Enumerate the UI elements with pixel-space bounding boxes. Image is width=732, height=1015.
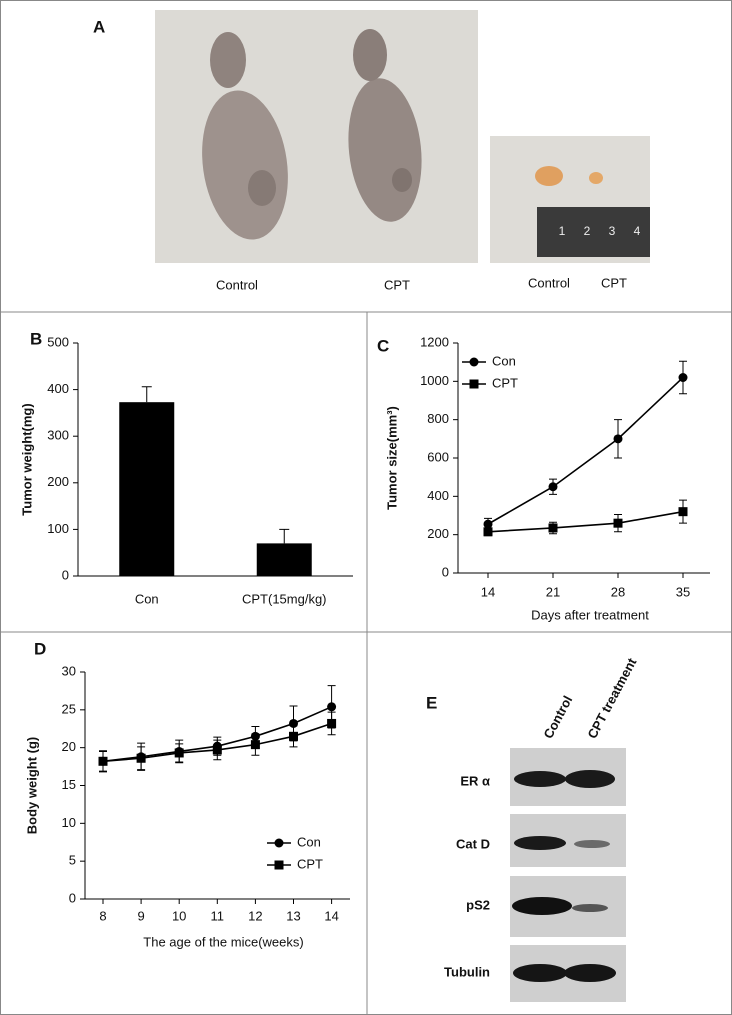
marker [327,718,337,728]
y-tick-label: 800 [427,411,449,426]
x-tick-label: 13 [286,908,300,923]
x-tick-label: 10 [172,908,186,923]
x-tick-label: CPT(15mg/kg) [242,591,327,606]
panel-label: E [426,693,437,712]
legend-marker [469,379,479,389]
x-tick-label: 14 [324,908,338,923]
ruler-label: 4 [634,224,641,238]
y-axis-label: Body weight (g) [24,737,39,835]
blot [510,748,626,1002]
caption: CPT [384,277,410,292]
marker [613,434,623,444]
x-tick-label: 8 [99,908,106,923]
marker [212,745,222,755]
legend-label: CPT [297,856,323,871]
column-header: Control [540,693,575,741]
marker [98,756,108,766]
y-tick-label: 0 [442,564,449,579]
y-tick-label: 15 [62,777,76,792]
legend-label: Con [492,353,516,368]
caption: CPT [601,275,627,290]
marker [289,731,298,741]
y-tick-label: 10 [62,815,76,830]
marker [250,740,260,750]
ruler-label: 2 [584,224,591,238]
panel-label: A [93,17,105,36]
error-bar [141,386,152,403]
x-tick-label: 9 [137,908,144,923]
row-label: ER α [460,773,490,788]
panel-label: D [34,639,46,658]
tumor-photo [490,136,650,263]
series-line [487,510,684,533]
x-tick-label: 12 [248,908,262,923]
x-axis-label: Days after treatment [531,607,649,622]
marker [613,518,623,528]
y-axis-label: Tumor size(mm³) [384,406,399,510]
ruler: 1 2 3 4 [559,224,641,238]
legend-marker [469,357,479,367]
y-tick-label: 5 [69,853,76,868]
marker [136,753,146,763]
x-tick-label: 35 [676,584,690,599]
legend-marker [274,838,284,848]
x-tick-label: Con [135,591,159,606]
caption: Control [528,275,570,290]
y-tick-label: 600 [427,449,449,464]
row-label: pS2 [466,897,490,912]
x-tick-label: 11 [211,908,225,923]
y-tick-label: 200 [47,474,69,489]
y-tick-label: 400 [427,488,449,503]
marker [483,519,493,529]
x-tick-label: 14 [481,584,495,599]
marker [678,507,688,517]
row-label: Cat D [456,836,490,851]
y-tick-label: 200 [427,526,449,541]
legend-label: CPT [492,375,518,390]
y-tick-label: 1200 [420,334,449,349]
panel-label: C [377,336,389,355]
x-axis-label: The age of the mice(weeks) [143,934,303,949]
x-tick-label: 21 [546,584,560,599]
marker [174,748,184,758]
marker [327,702,337,712]
marker [548,482,558,492]
mouse-photo [155,10,478,263]
bar [256,543,312,576]
y-tick-label: 20 [62,739,76,754]
y-tick-label: 1000 [420,373,449,388]
panel-label: B [30,329,42,348]
error-bar [279,528,290,544]
x-tick-label: 28 [611,584,625,599]
y-tick-label: 0 [69,890,76,905]
y-tick-label: 100 [47,521,69,536]
caption: Control [216,277,258,292]
series-line [487,376,684,525]
marker [483,527,493,537]
legend-marker [274,860,284,870]
y-axis-label: Tumor weight(mg) [19,403,34,515]
row-label: Tubulin [444,964,490,979]
bar [119,402,175,576]
column-header: CPT treatment [584,655,639,741]
y-tick-label: 0 [62,567,69,582]
y-tick-label: 500 [47,334,69,349]
ruler-label: 1 [559,224,566,238]
y-tick-label: 30 [62,663,76,678]
marker [678,373,688,382]
marker [548,523,558,533]
ruler-label: 3 [609,224,616,238]
y-tick-label: 300 [47,428,69,443]
y-tick-label: 25 [62,701,76,716]
legend-label: Con [297,834,321,849]
y-tick-label: 400 [47,381,69,396]
